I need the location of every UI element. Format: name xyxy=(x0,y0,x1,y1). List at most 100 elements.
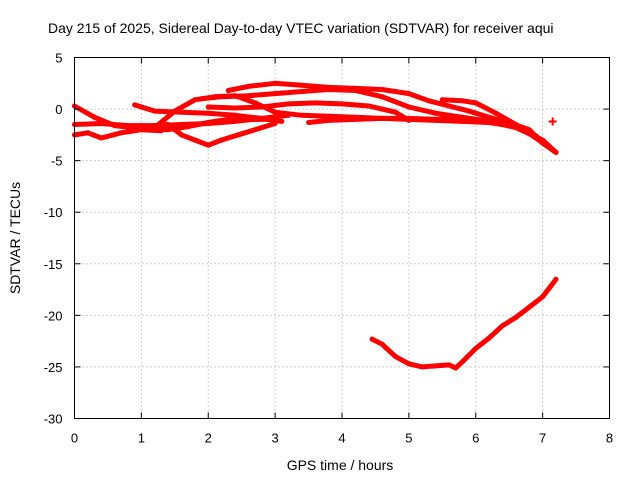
y-tick-label: -30 xyxy=(44,412,63,427)
data-point xyxy=(272,80,278,86)
data-point xyxy=(299,112,305,118)
data-point xyxy=(92,114,98,120)
data-point xyxy=(406,91,412,97)
data-point xyxy=(98,121,104,126)
data-point xyxy=(533,135,539,141)
data-point xyxy=(433,363,439,369)
data-point xyxy=(500,120,505,125)
data-point xyxy=(125,123,131,129)
y-axis: 5 0 -5 -10 -15 -20 -25 -30 xyxy=(44,51,610,427)
data-point xyxy=(312,100,318,106)
data-point xyxy=(426,98,432,104)
series-track-3 xyxy=(72,127,164,141)
data-point xyxy=(406,104,412,110)
data-point xyxy=(553,276,559,282)
data-point xyxy=(446,362,452,368)
data-point xyxy=(225,88,231,93)
x-tick-label: 7 xyxy=(539,431,546,446)
data-track xyxy=(369,276,559,371)
data-point xyxy=(232,105,238,111)
data-point xyxy=(446,103,452,109)
data-point xyxy=(199,96,205,102)
series-track-9 xyxy=(205,100,412,123)
y-tick-label: 0 xyxy=(55,102,62,117)
y-tick-label: 5 xyxy=(55,51,62,66)
x-tick-label: 0 xyxy=(71,431,78,446)
data-point xyxy=(352,88,358,93)
data-point xyxy=(419,364,425,370)
data-point xyxy=(152,108,158,114)
data-point xyxy=(232,118,238,124)
data-point xyxy=(179,132,184,138)
y-tick-label: -20 xyxy=(44,308,63,323)
data-point xyxy=(453,365,459,371)
data-point xyxy=(326,113,332,119)
y-tick-label: -25 xyxy=(44,360,63,375)
data-point xyxy=(192,97,198,103)
x-tick-label: 3 xyxy=(272,431,279,446)
data-point xyxy=(132,102,138,108)
data-point xyxy=(205,121,211,126)
data-point xyxy=(479,117,485,123)
data-point xyxy=(406,361,412,367)
data-tracks xyxy=(72,80,559,371)
data-point xyxy=(205,142,211,148)
data-point xyxy=(259,115,265,121)
data-point xyxy=(279,118,285,124)
data-point xyxy=(379,87,385,92)
data-point xyxy=(239,131,245,137)
y-tick-label: -15 xyxy=(44,257,63,272)
data-point xyxy=(118,130,124,136)
y-tick-label: -5 xyxy=(51,154,63,169)
x-tick-label: 4 xyxy=(338,431,345,446)
data-point xyxy=(459,98,465,104)
data-point xyxy=(219,137,225,143)
y-tick-label: -10 xyxy=(44,205,63,220)
data-point xyxy=(259,125,265,131)
data-point xyxy=(205,110,211,116)
x-tick-label: 5 xyxy=(405,431,412,446)
data-point xyxy=(138,127,144,133)
data-point xyxy=(299,82,305,88)
data-point xyxy=(158,128,164,134)
data-point xyxy=(548,117,557,126)
series-track-4 xyxy=(132,102,285,124)
data-point xyxy=(406,115,412,121)
series-track-5 xyxy=(145,121,278,148)
data-point xyxy=(179,122,184,127)
x-tick-label: 1 xyxy=(138,431,145,446)
data-point xyxy=(466,108,472,114)
chart-title: Day 215 of 2025, Sidereal Day-to-day VTE… xyxy=(48,20,554,36)
data-point xyxy=(245,93,251,99)
data-point xyxy=(299,89,305,94)
data-point xyxy=(526,304,532,310)
data-point xyxy=(286,101,291,107)
data-point xyxy=(553,149,559,155)
x-axis-title: GPS time / hours xyxy=(287,457,394,473)
data-point xyxy=(379,341,385,347)
data-point xyxy=(165,122,171,127)
data-point xyxy=(459,359,465,365)
data-point xyxy=(513,314,519,320)
data-point xyxy=(98,135,104,141)
data-point xyxy=(145,124,151,130)
data-point xyxy=(306,120,312,125)
data-point xyxy=(85,130,91,136)
data-point xyxy=(393,354,398,360)
data-point xyxy=(272,109,278,115)
data-point xyxy=(513,122,519,127)
data-point xyxy=(232,112,238,118)
data-point xyxy=(192,137,198,143)
data-point xyxy=(393,109,398,115)
data-point xyxy=(459,118,465,124)
data-point xyxy=(152,125,158,131)
data-point xyxy=(473,100,479,106)
data-point xyxy=(326,117,332,123)
data-point xyxy=(272,121,278,126)
data-point xyxy=(473,345,479,351)
data-point xyxy=(379,115,385,121)
data-point xyxy=(245,83,251,89)
data-point xyxy=(352,116,358,122)
data-point xyxy=(369,336,375,342)
data-point xyxy=(172,108,178,114)
